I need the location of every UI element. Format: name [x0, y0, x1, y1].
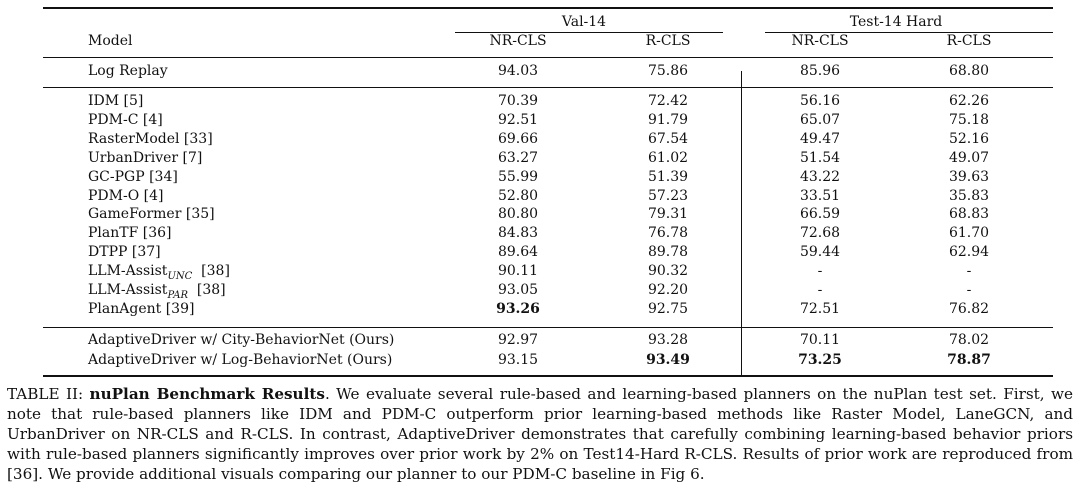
top-rule	[43, 7, 1053, 9]
baseline-rule	[43, 87, 1053, 88]
score-cell: 92.20	[647, 282, 689, 298]
score-cell: 80.80	[497, 206, 539, 223]
column-header-test-rcls: R-CLS	[946, 33, 992, 49]
log-replay-value: 75.86	[647, 63, 689, 79]
score-cell: 90.32	[647, 263, 689, 280]
score-cell: 35.83	[948, 187, 990, 204]
score-cell: 43.22	[799, 168, 841, 185]
model-name: UrbanDriver [7]	[88, 149, 203, 166]
score-cell: 78.87	[947, 351, 991, 368]
score-cell: 67.54	[647, 130, 689, 147]
model-name: PDM-O [4]	[88, 187, 164, 204]
score-cell: 93.49	[646, 351, 690, 368]
score-cell: -	[966, 282, 972, 298]
score-cell: 39.63	[948, 168, 990, 185]
column-header-test-nrcls: NR-CLS	[791, 33, 849, 49]
model-name: PlanAgent [39]	[88, 300, 195, 317]
group-header-val14: Val-14	[561, 14, 607, 30]
group-underline-val14	[455, 32, 723, 33]
score-cell: -	[817, 263, 823, 280]
score-cell: -	[966, 263, 972, 280]
model-name: RasterModel [33]	[88, 130, 213, 147]
model-name: PlanTF [36]	[88, 225, 172, 242]
score-cell: 72.42	[647, 93, 689, 109]
header-rule	[43, 57, 1053, 58]
score-cell: 72.51	[799, 300, 841, 317]
score-cell: 63.27	[497, 149, 539, 166]
caption-text: . We evaluate several rule-based and lea…	[7, 385, 1073, 483]
model-name: AdaptiveDriver w/ City-BehaviorNet (Ours…	[88, 332, 395, 348]
model-name: GC-PGP [34]	[88, 168, 178, 185]
score-cell: -	[817, 282, 823, 298]
score-cell: 52.16	[948, 130, 990, 147]
score-cell: 55.99	[497, 168, 539, 185]
score-cell: 65.07	[799, 111, 841, 128]
group-header-test14hard: Test-14 Hard	[849, 14, 943, 30]
score-cell: 66.59	[799, 206, 841, 223]
log-replay-value: 85.96	[799, 63, 841, 79]
score-cell: 92.75	[647, 300, 689, 317]
score-cell: 93.15	[497, 351, 539, 368]
score-cell: 62.26	[948, 93, 990, 109]
group-underline-test14hard	[765, 32, 1053, 33]
model-name: AdaptiveDriver w/ Log-BehaviorNet (Ours)	[88, 351, 393, 368]
model-name: PDM-C [4]	[88, 111, 163, 128]
model-name: LLM-AssistUNC [38]	[88, 263, 230, 282]
score-cell: 51.39	[647, 168, 689, 185]
log-replay-value: 94.03	[497, 63, 539, 79]
caption-label: TABLE II:	[7, 385, 90, 403]
score-cell: 91.79	[647, 111, 689, 128]
score-cell: 84.83	[497, 225, 539, 242]
score-cell: 59.44	[799, 244, 841, 261]
column-header-val-rcls: R-CLS	[645, 33, 691, 49]
score-cell: 76.78	[647, 225, 689, 242]
score-cell: 56.16	[799, 93, 841, 109]
column-header-val-nrcls: NR-CLS	[489, 33, 547, 49]
score-cell: 57.23	[647, 187, 689, 204]
score-cell: 49.47	[799, 130, 841, 147]
score-cell: 79.31	[647, 206, 689, 223]
score-cell: 61.02	[647, 149, 689, 166]
column-separator	[741, 71, 742, 375]
log-replay-value: 68.80	[948, 63, 990, 79]
score-cell: 70.39	[497, 93, 539, 109]
score-cell: 33.51	[799, 187, 841, 204]
score-cell: 92.97	[497, 332, 539, 348]
model-name: IDM [5]	[88, 93, 144, 109]
score-cell: 61.70	[948, 225, 990, 242]
column-header-model: Model	[88, 33, 133, 49]
score-cell: 89.64	[497, 244, 539, 261]
score-cell: 70.11	[799, 332, 841, 348]
score-cell: 52.80	[497, 187, 539, 204]
caption-title: nuPlan Benchmark Results	[89, 385, 325, 403]
score-cell: 93.26	[496, 300, 540, 317]
bottom-rule	[43, 375, 1053, 377]
score-cell: 72.68	[799, 225, 841, 242]
score-cell: 68.83	[948, 206, 990, 223]
ours-rule	[43, 327, 1053, 328]
score-cell: 51.54	[799, 149, 841, 166]
score-cell: 89.78	[647, 244, 689, 261]
score-cell: 76.82	[948, 300, 990, 317]
log-replay-model: Log Replay	[88, 63, 168, 79]
score-cell: 93.28	[647, 332, 689, 348]
score-cell: 75.18	[948, 111, 990, 128]
model-name: GameFormer [35]	[88, 206, 215, 223]
score-cell: 90.11	[497, 263, 539, 280]
score-cell: 93.05	[497, 282, 539, 298]
model-name: LLM-AssistPAR [38]	[88, 282, 226, 301]
score-cell: 92.51	[497, 111, 539, 128]
score-cell: 73.25	[798, 351, 842, 368]
score-cell: 78.02	[948, 332, 990, 348]
score-cell: 49.07	[948, 149, 990, 166]
table-caption: TABLE II: nuPlan Benchmark Results. We e…	[7, 384, 1073, 484]
score-cell: 69.66	[497, 130, 539, 147]
model-name: DTPP [37]	[88, 244, 161, 261]
score-cell: 62.94	[948, 244, 990, 261]
